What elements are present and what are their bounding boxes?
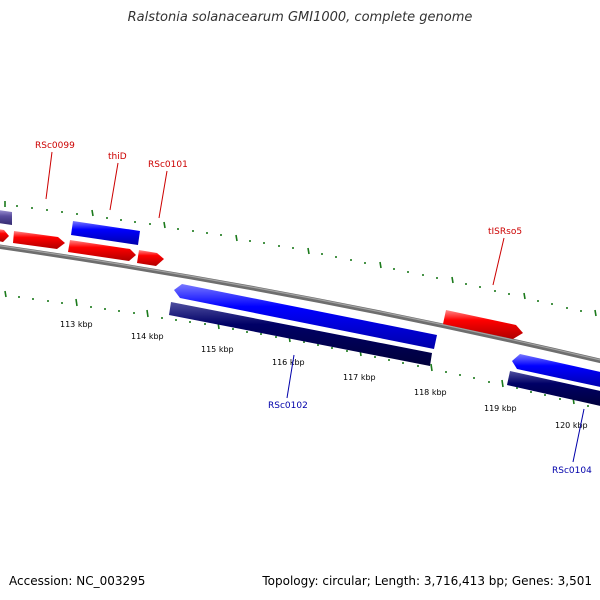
- tick-major: [379, 261, 382, 269]
- scale-label: 115 kbp: [201, 345, 234, 354]
- forward-gene-rsc0101: [137, 250, 164, 266]
- genome-backbone: [0, 244, 600, 364]
- leader-line: [286, 354, 295, 399]
- scale-label: 117 kbp: [343, 373, 376, 382]
- tick-major: [4, 290, 7, 298]
- gene-labels: RSc0099 thiD RSc0101 tISRso5 RSc0102 RSc…: [35, 141, 592, 476]
- gene-label-rsc0104: RSc0104: [552, 466, 592, 476]
- leader-line: [109, 162, 119, 211]
- reverse-cds: [507, 371, 600, 406]
- scale-label: 119 kbp: [484, 404, 517, 413]
- reverse-cds-rsc0104: [512, 354, 600, 387]
- leader-line: [45, 151, 53, 200]
- leader-line: [572, 408, 585, 463]
- scale-label: 113 kbp: [60, 320, 93, 329]
- tick-major: [451, 276, 454, 284]
- gene-label-thid: thiD: [108, 152, 127, 162]
- forward-cds: [71, 221, 140, 245]
- reverse-features: [169, 284, 600, 406]
- reverse-cds-rsc0102: [174, 284, 437, 349]
- forward-features: [0, 210, 523, 339]
- gene-label-rsc0099: RSc0099: [35, 141, 75, 151]
- genome-summary: Topology: circular; Length: 3,716,413 bp…: [262, 574, 592, 588]
- forward-gene-thid: [68, 240, 136, 261]
- outer-tick-ring: [4, 201, 597, 317]
- tick-major: [75, 298, 78, 307]
- scale-label: 120 kbp: [555, 421, 588, 430]
- forward-gene: [13, 231, 65, 249]
- forward-gene: [0, 229, 9, 242]
- tick-major: [163, 221, 166, 229]
- scale-label: 118 kbp: [414, 388, 447, 397]
- partial-gene: [0, 210, 12, 225]
- tick-major: [430, 363, 433, 372]
- forward-gene-tisrso5: [443, 310, 523, 339]
- scale-label: 114 kbp: [131, 332, 164, 341]
- scale-label: 116 kbp: [272, 358, 305, 367]
- map-title: Ralstonia solanacearum GMI1000, complete…: [127, 10, 473, 25]
- tick-major: [523, 292, 526, 300]
- gene-label-rsc0102: RSc0102: [268, 401, 308, 411]
- reverse-cds: [169, 302, 432, 366]
- tick-major: [501, 379, 504, 388]
- gene-label-tisrso5: tISRso5: [488, 227, 522, 237]
- leader-line: [492, 237, 505, 286]
- tick-major: [146, 309, 149, 318]
- tick-major: [594, 309, 597, 317]
- leader-line: [158, 170, 168, 219]
- tick-major: [307, 247, 310, 255]
- accession-label: Accession: NC_003295: [9, 574, 146, 588]
- tick-major: [91, 209, 94, 217]
- scale-labels: 113 kbp 114 kbp 115 kbp 116 kbp 117 kbp …: [60, 320, 588, 430]
- tick-major: [235, 234, 238, 242]
- gene-label-rsc0101: RSc0101: [148, 160, 188, 170]
